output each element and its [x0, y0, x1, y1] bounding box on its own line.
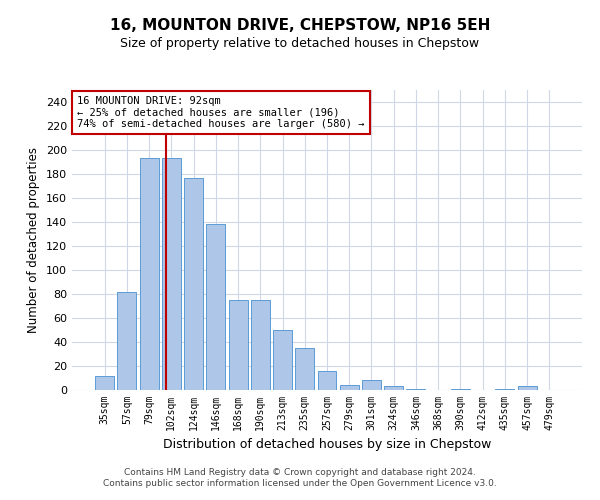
Bar — [95, 376, 114, 390]
Text: 16, MOUNTON DRIVE, CHEPSTOW, NP16 5EH: 16, MOUNTON DRIVE, CHEPSTOW, NP16 5EH — [110, 18, 490, 32]
Bar — [229, 300, 248, 390]
X-axis label: Distribution of detached houses by size in Chepstow: Distribution of detached houses by size … — [163, 438, 491, 452]
Bar — [384, 386, 403, 390]
Bar — [140, 158, 158, 390]
Bar — [206, 224, 225, 390]
Bar — [518, 386, 536, 390]
Bar — [317, 371, 337, 390]
Text: Size of property relative to detached houses in Chepstow: Size of property relative to detached ho… — [121, 38, 479, 51]
Bar — [406, 389, 425, 390]
Bar — [162, 158, 181, 390]
Bar — [118, 292, 136, 390]
Bar — [362, 380, 381, 390]
Text: 16 MOUNTON DRIVE: 92sqm
← 25% of detached houses are smaller (196)
74% of semi-d: 16 MOUNTON DRIVE: 92sqm ← 25% of detache… — [77, 96, 365, 129]
Y-axis label: Number of detached properties: Number of detached properties — [28, 147, 40, 333]
Text: Contains HM Land Registry data © Crown copyright and database right 2024.
Contai: Contains HM Land Registry data © Crown c… — [103, 468, 497, 487]
Bar — [184, 178, 203, 390]
Bar — [251, 300, 270, 390]
Bar — [340, 385, 359, 390]
Bar — [295, 348, 314, 390]
Bar — [496, 389, 514, 390]
Bar — [273, 330, 292, 390]
Bar — [451, 389, 470, 390]
